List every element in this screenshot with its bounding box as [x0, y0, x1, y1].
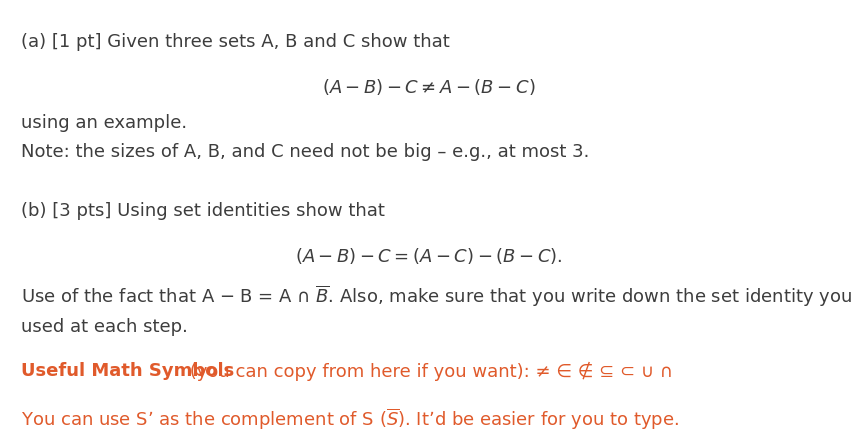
Text: Note: the sizes of A, B, and C need not be big – e.g., at most 3.: Note: the sizes of A, B, and C need not …: [21, 142, 589, 160]
Text: (you can copy from here if you want): ≠ ∈ ∉ ⊆ ⊂ ∪ ∩: (you can copy from here if you want): ≠ …: [184, 361, 673, 381]
Text: $(A - B) - C \neq A - (B - C)$: $(A - B) - C \neq A - (B - C)$: [323, 77, 535, 97]
Text: $(A - B) - C = (A - C) - (B - C).$: $(A - B) - C = (A - C) - (B - C).$: [295, 245, 563, 265]
Text: used at each step.: used at each step.: [21, 318, 188, 336]
Text: (b) [3 pts] Using set identities show that: (b) [3 pts] Using set identities show th…: [21, 201, 385, 219]
Text: using an example.: using an example.: [21, 114, 188, 132]
Text: You can use S’ as the complement of S $(\overline{S})$. It’d be easier for you t: You can use S’ as the complement of S $(…: [21, 405, 680, 431]
Text: (a) [1 pt] Given three sets A, B and C show that: (a) [1 pt] Given three sets A, B and C s…: [21, 33, 450, 51]
Text: Useful Math Symbols: Useful Math Symbols: [21, 361, 235, 379]
Text: Use of the fact that A $-$ B = A $\cap$ $\overline{B}$. Also, make sure that you: Use of the fact that A $-$ B = A $\cap$ …: [21, 283, 853, 308]
